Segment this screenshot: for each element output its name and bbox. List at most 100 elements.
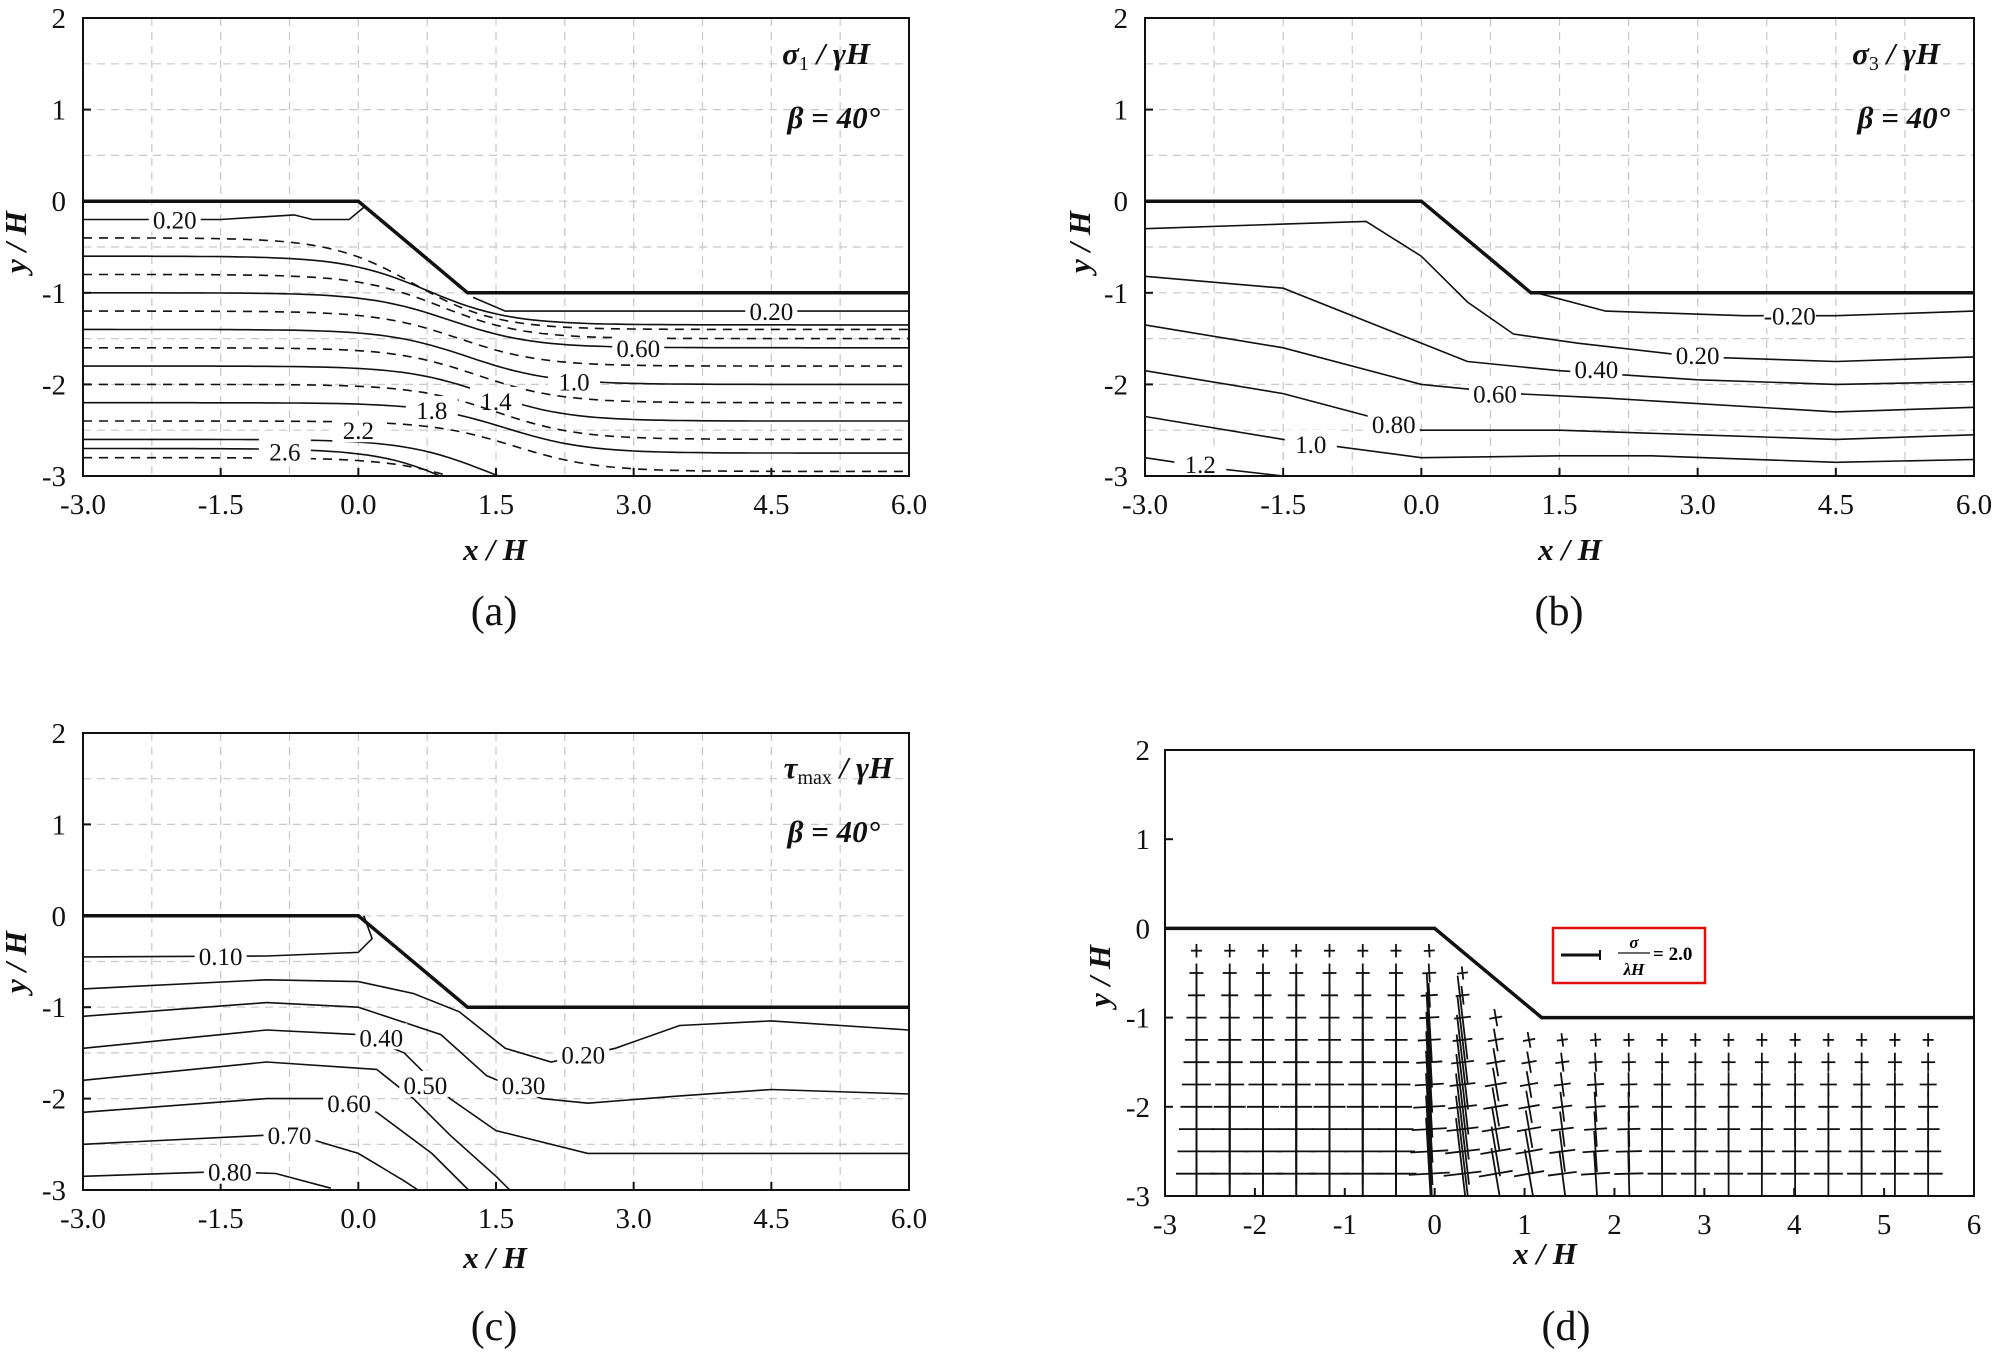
contour-label: 1.8 bbox=[416, 398, 447, 425]
y-tick-label: 0 bbox=[52, 901, 67, 933]
contour-label-bg bbox=[148, 205, 201, 232]
principal-stress-minor bbox=[1417, 1038, 1441, 1042]
principal-stress-minor bbox=[1420, 993, 1438, 997]
contour-line bbox=[472, 296, 909, 312]
y-tick-label: -1 bbox=[1104, 278, 1128, 310]
quantity-subscript: 3 bbox=[1869, 53, 1879, 75]
contour-line bbox=[1145, 369, 1974, 441]
contour-label-bg bbox=[497, 1070, 550, 1097]
scale-legend: σ λH = 2.0 bbox=[1551, 926, 1707, 985]
principal-stress-minor bbox=[1443, 1170, 1482, 1177]
y-axis-label: y / H bbox=[1082, 944, 1117, 1011]
principal-stress-minor bbox=[1584, 1127, 1608, 1131]
quantity-normalizer: / γH bbox=[832, 750, 894, 785]
y-tick-label: 2 bbox=[1114, 3, 1129, 35]
quantity-symbol: τ bbox=[784, 750, 799, 785]
contour-label: 0.10 bbox=[199, 944, 243, 971]
y-tick-label: 1 bbox=[1114, 95, 1129, 127]
principal-stress-minor bbox=[1588, 1060, 1603, 1064]
principal-stress-minor bbox=[1552, 1104, 1573, 1109]
principal-stress-minor bbox=[1515, 1148, 1543, 1155]
contour-label: 2.2 bbox=[343, 418, 374, 445]
contour-line bbox=[83, 1134, 419, 1190]
legend-value: = 2.0 bbox=[1653, 944, 1692, 965]
x-tick-label: 1.5 bbox=[478, 1203, 514, 1235]
y-tick-label: -2 bbox=[42, 369, 66, 401]
contour-label-bg bbox=[399, 1070, 452, 1097]
contour-line bbox=[83, 255, 909, 326]
contour-label-bg bbox=[1469, 379, 1522, 406]
principal-stress-minor bbox=[1410, 1149, 1449, 1154]
contour-line bbox=[83, 447, 442, 476]
quantity-annotation: σ3 / γH bbox=[1852, 36, 1941, 75]
contour-label-bg bbox=[355, 1023, 408, 1050]
slope-surface bbox=[1145, 199, 1974, 295]
principal-stress-minor bbox=[1519, 1082, 1539, 1087]
panel-caption: (d) bbox=[1542, 1304, 1591, 1350]
y-tick-label: -2 bbox=[1126, 1092, 1150, 1124]
contour-label-bg bbox=[323, 1089, 376, 1116]
contour-line bbox=[83, 310, 909, 367]
principal-stress-minor bbox=[1452, 1037, 1473, 1042]
principal-stress-minor bbox=[1549, 1148, 1576, 1154]
principal-stress-minor bbox=[1486, 1059, 1506, 1065]
quantity-symbol: σ bbox=[1852, 36, 1870, 71]
x-tick-label: 3.0 bbox=[616, 489, 652, 521]
slope-surface bbox=[83, 199, 909, 295]
panel-a: -3.0 -1.5 0.0 1.5 3.0 4.5 6.0 2 1 0 -1 -2 -3 x / H y /… bbox=[0, 3, 927, 635]
panel-b: -3.0 -1.5 0.0 1.5 3.0 4.5 6.0 2 1 0 -1 -2 -3 x / H y /… bbox=[1062, 3, 1992, 635]
contour-label: 0.50 bbox=[403, 1073, 447, 1100]
principal-stress-minor bbox=[1521, 1059, 1537, 1065]
x-tick-label: 6.0 bbox=[1956, 489, 1992, 521]
principal-stress-minor bbox=[1419, 1016, 1440, 1020]
principal-stress-minor bbox=[1416, 1060, 1443, 1064]
x-tick-label: -2 bbox=[1243, 1209, 1267, 1241]
contour-label: 2.6 bbox=[269, 439, 300, 466]
y-tick-label: -1 bbox=[42, 278, 66, 310]
x-tick-label: -1.5 bbox=[198, 489, 244, 521]
y-axis-label: y / H bbox=[1062, 210, 1097, 277]
contour-label: 0.20 bbox=[153, 208, 197, 235]
principal-stress-minor bbox=[1414, 1082, 1444, 1087]
contour-label-bg bbox=[1763, 301, 1816, 328]
x-tick-label: -1.5 bbox=[198, 1203, 244, 1235]
principal-stress-minor bbox=[1553, 1082, 1571, 1087]
principal-stress-minor bbox=[1587, 1083, 1605, 1086]
quantity-subscript: 1 bbox=[799, 53, 809, 75]
principal-stress-minor bbox=[1547, 1170, 1577, 1177]
x-tick-label: 3.0 bbox=[1680, 489, 1716, 521]
contour-label: 0.70 bbox=[268, 1123, 312, 1150]
y-tick-label: 0 bbox=[1114, 186, 1129, 218]
y-tick-label: -1 bbox=[1126, 1003, 1150, 1035]
legend-denominator: λH bbox=[1623, 960, 1646, 979]
contour-label-bg bbox=[745, 297, 798, 324]
contour-line bbox=[1145, 415, 1974, 464]
y-tick-label: 2 bbox=[52, 3, 67, 35]
contour-label: 0.20 bbox=[1676, 343, 1720, 370]
slope-angle-annotation: β = 40° bbox=[787, 814, 881, 849]
contour-label: 0.20 bbox=[749, 299, 793, 326]
slope-angle-annotation: β = 40° bbox=[1857, 100, 1951, 135]
contour-line bbox=[1145, 220, 1974, 363]
x-tick-label: 6.0 bbox=[891, 1203, 927, 1235]
contour-label: -0.20 bbox=[1764, 304, 1816, 331]
principal-stress-minor bbox=[1411, 1127, 1447, 1132]
x-tick-label: 1.5 bbox=[478, 489, 514, 521]
x-tick-label: 0.0 bbox=[1403, 489, 1439, 521]
contour-label-bg bbox=[405, 396, 458, 423]
x-tick-label: 5 bbox=[1877, 1209, 1892, 1241]
plot-frame bbox=[1164, 749, 1975, 1197]
contour-label-bg bbox=[203, 1157, 256, 1184]
plot-area: 0.200.200.601.01.41.82.22.6 bbox=[83, 205, 909, 476]
contour-line bbox=[83, 383, 909, 441]
x-tick-label: 1 bbox=[1517, 1209, 1532, 1241]
quantity-annotation: σ1 / γH bbox=[782, 36, 871, 75]
y-axis-label: y / H bbox=[0, 210, 33, 277]
x-tick-label: -1.5 bbox=[1260, 489, 1306, 521]
principal-stress-minor bbox=[1423, 949, 1435, 952]
contour-line bbox=[83, 328, 909, 386]
contour-label: 1.2 bbox=[1185, 452, 1216, 479]
x-axis-label: x / H bbox=[462, 532, 528, 567]
contour-label: 1.0 bbox=[1295, 432, 1326, 459]
x-tick-label: 1.5 bbox=[1541, 489, 1577, 521]
